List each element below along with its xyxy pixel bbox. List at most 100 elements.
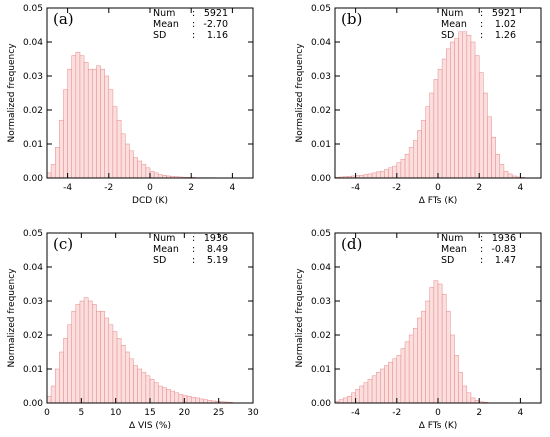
histogram-bar (125, 143, 130, 179)
histogram-bar (87, 300, 93, 404)
histogram-bar (417, 317, 422, 404)
y-tick-label: 0.02 (23, 331, 43, 341)
histogram-bars (46, 51, 217, 179)
histogram-bar (433, 280, 439, 404)
stat-label-mean: Mean (153, 244, 179, 255)
histogram-bar (190, 396, 196, 404)
x-tick-label: 2 (476, 408, 482, 418)
histogram-bar (182, 395, 188, 404)
histogram-bar (199, 398, 204, 404)
histogram-bar (367, 173, 373, 179)
histogram-bar (133, 157, 138, 179)
stat-value-num: 1936 (204, 233, 228, 244)
histogram-bar (445, 310, 451, 404)
y-tick-label: 0.01 (23, 140, 43, 150)
histogram-bar (133, 365, 138, 404)
y-tick-label: 0.04 (23, 38, 43, 48)
histogram-bar (433, 79, 439, 179)
y-tick-label: 0.01 (311, 365, 331, 375)
x-tick-label: 0 (435, 183, 441, 193)
x-tick-label: 25 (213, 408, 224, 418)
y-tick-label: 0.01 (23, 365, 43, 375)
x-tick-label: 0 (147, 183, 153, 193)
histogram-bar (380, 170, 385, 179)
histogram-bar (46, 172, 52, 179)
histogram-bar (104, 317, 110, 404)
histogram-bar (67, 324, 72, 404)
histogram-bar (437, 68, 443, 179)
y-tick-label: 0.03 (23, 297, 43, 307)
histogram-bar (100, 310, 105, 404)
x-tick-label: -2 (104, 183, 113, 193)
histogram-bar (129, 150, 134, 179)
histogram-bar (491, 136, 496, 179)
histogram-bar (375, 171, 381, 179)
stat-colon: : (192, 19, 195, 30)
panel-label: (c) (53, 235, 73, 253)
histogram-bar (92, 304, 97, 404)
stat-value-num: 5921 (204, 8, 228, 19)
histogram-bar (116, 119, 122, 179)
histogram-bar (149, 170, 155, 179)
x-tick-label: 5 (78, 408, 84, 418)
x-tick-label: 0 (44, 408, 50, 418)
stat-label-num: Num (153, 8, 175, 19)
histogram-bar (116, 338, 122, 404)
histogram-bar (483, 92, 488, 179)
y-tick-label: 0.03 (311, 72, 331, 82)
histogram-bar (153, 382, 159, 404)
histogram-bar (470, 41, 476, 179)
stat-label-mean: Mean (153, 19, 179, 30)
histogram-bar (458, 31, 463, 179)
histogram-bar (495, 153, 501, 179)
y-tick-label: 0.04 (311, 38, 331, 48)
histogram-bar (466, 34, 472, 179)
x-tick-label: 4 (518, 183, 524, 193)
histogram-bar (437, 283, 443, 404)
histogram-bar (166, 389, 171, 404)
histogram-bar (178, 394, 184, 404)
y-axis-title: Normalized frequency (295, 268, 305, 368)
histogram-bar (384, 365, 389, 404)
x-tick-label: -4 (63, 183, 72, 193)
stat-value-sd: 1.16 (207, 30, 228, 41)
panel-label: (d) (341, 235, 362, 253)
x-tick-label: 10 (110, 408, 122, 418)
stat-label-sd: SD (441, 30, 454, 41)
histogram-bar (499, 164, 505, 179)
histogram-bar (396, 355, 402, 404)
y-tick-label: 0.02 (311, 106, 331, 116)
histogram-bar (59, 119, 64, 179)
histogram-bar (425, 106, 431, 179)
histogram-bar (404, 153, 410, 179)
histogram-bar (79, 300, 85, 404)
histogram-bar (174, 392, 180, 404)
y-tick-label: 0.00 (311, 399, 331, 409)
histogram-bar (75, 304, 81, 404)
y-tick-label: 0.00 (311, 174, 331, 184)
x-tick-label: 30 (247, 408, 259, 418)
stat-value-sd: 1.26 (495, 30, 516, 41)
histogram-bar (141, 164, 147, 179)
histogram-bar (92, 68, 97, 179)
stat-colon: : (192, 244, 195, 255)
y-tick-label: 0.00 (23, 174, 43, 184)
stat-label-num: Num (441, 8, 463, 19)
x-tick-label: 2 (476, 183, 482, 193)
panel-label: (a) (53, 10, 74, 28)
histogram-bar (392, 165, 398, 179)
stat-colon: : (480, 255, 483, 266)
histogram-bar (400, 348, 406, 404)
y-axis-title: Normalized frequency (7, 268, 17, 368)
histogram-bar (396, 162, 402, 179)
histogram-bar (338, 399, 344, 404)
histogram-bar (450, 41, 455, 179)
x-axis-title: Δ VIS (%) (129, 421, 171, 431)
histogram-bar (63, 338, 68, 404)
histogram-bar (388, 361, 393, 404)
histogram-bar (54, 147, 60, 179)
histogram-bar (50, 164, 56, 179)
histogram-bar (96, 310, 101, 404)
histogram-bar (429, 92, 435, 179)
histogram-bar (462, 385, 468, 404)
